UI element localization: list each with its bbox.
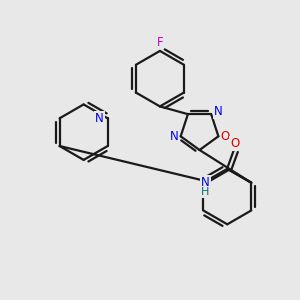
Text: N: N — [201, 176, 210, 189]
Text: N: N — [214, 105, 223, 118]
Text: F: F — [157, 35, 163, 49]
Text: O: O — [230, 137, 239, 150]
Text: O: O — [221, 130, 230, 143]
Text: N: N — [169, 130, 178, 143]
Text: N: N — [95, 112, 104, 125]
Text: H: H — [201, 187, 210, 196]
